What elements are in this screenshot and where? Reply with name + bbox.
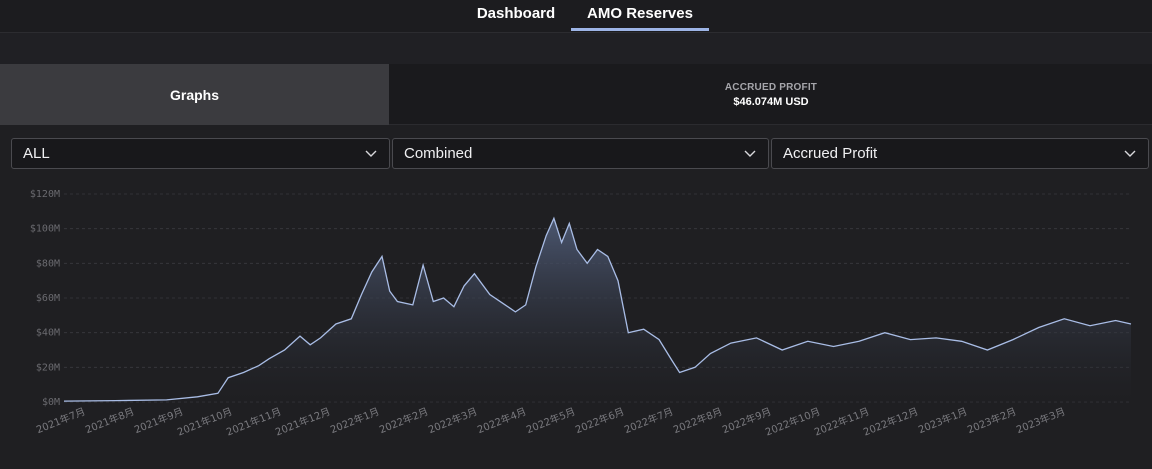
top-navigation: Dashboard AMO Reserves [0,0,1152,33]
metric-select-value: Accrued Profit [783,145,878,162]
y-tick-label: $100M [30,224,60,235]
graphs-tab[interactable]: Graphs [0,64,389,125]
x-tick-label: 2021年12月 [273,405,332,439]
x-tick-label: 2021年8月 [83,405,136,436]
x-tick-label: 2022年6月 [573,405,626,436]
chevron-down-icon [1124,150,1136,157]
y-tick-label: $120M [30,189,60,200]
tab-amo-reserves[interactable]: AMO Reserves [571,0,709,31]
y-axis-ticks: $0M $20M $40M $60M $80M $100M $120M [30,189,60,408]
y-tick-label: $60M [36,293,60,304]
chart-series-line [63,216,1132,402]
spacer-band [0,33,1152,64]
accrued-profit-chart: $0M$20M$40M$60M$80M$100M$120M 2021年7月202… [30,189,1132,439]
mode-select[interactable]: Combined [392,138,769,169]
accrued-profit-summary: ACCRUED PROFIT $46.074M USD [390,64,1152,125]
x-tick-label: 2023年2月 [965,405,1018,436]
x-tick-label: 2022年12月 [861,405,920,439]
tab-dashboard[interactable]: Dashboard [476,5,556,22]
x-tick-label: 2023年3月 [1014,405,1067,436]
x-axis-ticks: 2021年7月2021年8月2021年9月2021年10月2021年11月202… [34,405,1067,439]
accrued-profit-value: $46.074M USD [733,95,809,108]
x-tick-label: 2022年11月 [812,405,871,439]
mode-select-value: Combined [404,145,473,162]
x-tick-label: 2022年4月 [475,405,528,436]
x-tick-label: 2023年1月 [916,405,969,436]
y-tick-label: $40M [36,328,60,339]
x-tick-label: 2022年7月 [622,405,675,436]
accrued-profit-label: ACCRUED PROFIT [724,81,818,93]
chevron-down-icon [365,150,377,157]
y-tick-label: $0M [42,397,60,408]
range-select[interactable]: ALL [11,138,390,169]
x-tick-label: 2022年1月 [328,405,381,436]
x-tick-label: 2022年5月 [524,405,577,436]
metric-select[interactable]: Accrued Profit [771,138,1149,169]
x-tick-label: 2022年10月 [763,405,822,439]
chart-area [64,218,1131,402]
x-tick-label: 2021年11月 [224,405,283,439]
y-tick-label: $80M [36,258,60,269]
x-tick-label: 2022年2月 [377,405,430,436]
summary-panel: Graphs ACCRUED PROFIT $46.074M USD [0,64,1152,125]
x-tick-label: 2021年7月 [34,405,87,436]
x-tick-label: 2021年10月 [175,405,234,439]
chevron-down-icon [744,150,756,157]
x-tick-label: 2022年3月 [426,405,479,436]
x-tick-label: 2022年8月 [671,405,724,436]
graphs-tab-label: Graphs [169,86,219,103]
range-select-value: ALL [23,145,50,162]
y-tick-label: $20M [36,362,60,373]
